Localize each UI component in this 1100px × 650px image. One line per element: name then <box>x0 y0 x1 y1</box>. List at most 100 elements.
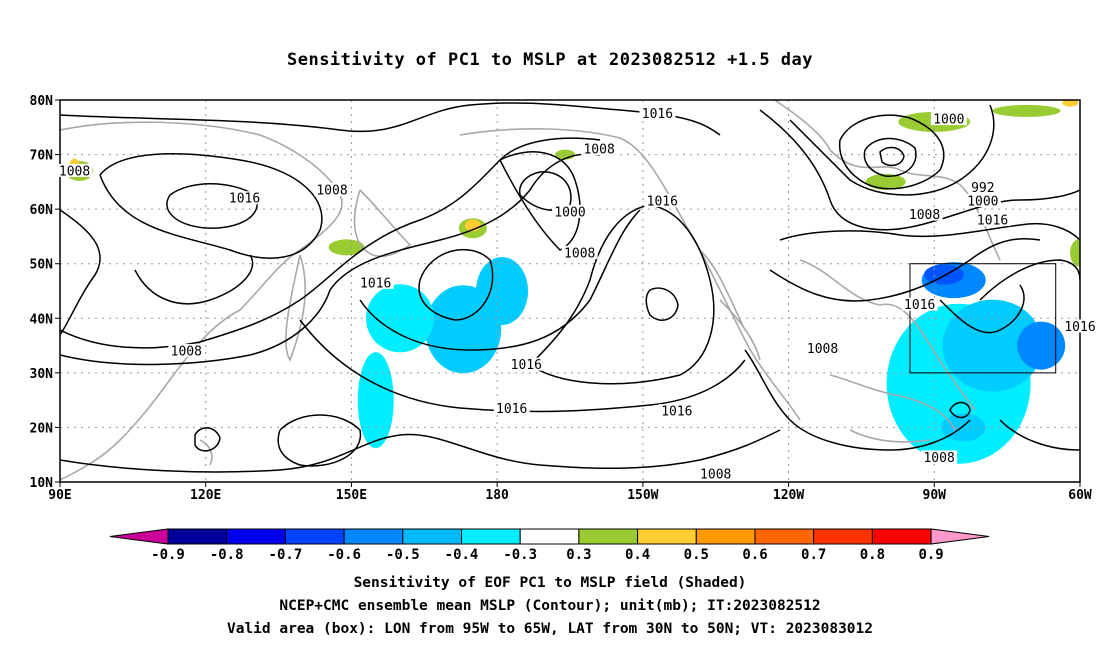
contour-label-bg <box>168 344 205 358</box>
contour-label-bg <box>226 191 263 205</box>
contour-label-bg <box>658 404 695 418</box>
contour-label: 1008 <box>909 208 940 223</box>
longitude-labels: 90E 120E 150E 180 150W 120W 90W 60W <box>48 488 1092 503</box>
caption-line-1: Sensitivity of EOF PC1 to MSLP field (Sh… <box>353 575 747 591</box>
latitude-labels: 80N 70N 60N 50N 40N 30N 20N 10N <box>30 94 54 491</box>
contour-label-bg <box>581 142 618 156</box>
colorbar-segment <box>167 528 228 545</box>
colorbar-segment <box>461 528 521 545</box>
contour-label-bg <box>552 204 588 218</box>
plot-frame <box>59 99 1081 483</box>
coastlines <box>60 100 1001 481</box>
lat-label: 60N <box>30 203 54 218</box>
contour-label-bg <box>508 357 545 371</box>
lon-label: 90E <box>48 488 71 503</box>
colorbar-right-arrow <box>930 528 990 545</box>
contour-label: 1008 <box>316 184 347 199</box>
colorbar-label: -0.8 <box>210 547 244 563</box>
contour-label-bg <box>964 193 1001 207</box>
colorbar-left-arrow <box>109 528 169 545</box>
shading-patch-20 <box>1062 100 1079 107</box>
shading-patch-2 <box>476 257 528 325</box>
colorbar-segment <box>871 528 932 545</box>
colorbar-label: 0.5 <box>684 547 709 563</box>
shading-patch-8 <box>1017 321 1066 370</box>
page-title: Sensitivity of PC1 to MSLP at 2023082512… <box>286 50 813 70</box>
shading-patch-16 <box>1070 238 1080 267</box>
contour-label-bg <box>930 112 967 126</box>
colorbar-label: -0.5 <box>386 547 420 563</box>
contour-label-bg <box>697 466 734 480</box>
contour-label: 1008 <box>583 143 614 158</box>
lat-label: 70N <box>30 149 54 164</box>
lat-lon-gridlines <box>60 100 1081 482</box>
colorbar-label: -0.3 <box>503 547 537 563</box>
contour-label-bg <box>968 180 997 194</box>
colorbar-label: -0.6 <box>327 547 361 563</box>
contour-label-bg <box>314 183 350 197</box>
contour-label: 1016 <box>496 402 527 417</box>
shading-patch-5 <box>942 299 1043 392</box>
colorbar-label: 0.8 <box>860 547 885 563</box>
contour-label: 1008 <box>923 451 954 466</box>
contour-label-bg <box>56 163 93 177</box>
contour-label: 1000 <box>554 205 585 220</box>
contour-label: 1008 <box>59 164 90 179</box>
contour-label: 1016 <box>647 194 678 209</box>
contour-label-bg <box>974 213 1011 227</box>
colorbar-label: 0.3 <box>566 547 591 563</box>
lat-label: 80N <box>30 94 54 109</box>
colorbar-segment <box>813 528 873 545</box>
colorbar-label: 0.9 <box>918 547 943 563</box>
colorbar-label: -0.9 <box>151 547 185 563</box>
colorbar-segment <box>695 528 756 545</box>
colorbar-segment <box>284 528 345 545</box>
colorbar-label: 0.4 <box>625 547 650 563</box>
colorbar-segment <box>754 528 815 545</box>
contour-label: 1016 <box>360 276 391 291</box>
lon-label: 150E <box>336 488 367 503</box>
lon-label: 60W <box>1068 488 1092 503</box>
contour-label-bg <box>561 245 598 259</box>
contour-label-bg <box>1062 319 1098 333</box>
contour-label: 1016 <box>511 358 542 373</box>
contour-label: 1016 <box>642 107 673 122</box>
contour-label: 1008 <box>807 342 838 357</box>
mslp-contours <box>60 102 1080 473</box>
valid-area-box <box>909 263 1057 374</box>
lat-label: 30N <box>30 367 54 382</box>
contour-label: 1016 <box>977 214 1008 229</box>
lat-label: 20N <box>30 421 54 436</box>
shading-patch-15 <box>328 239 365 256</box>
contour-label-bg <box>901 297 938 311</box>
colorbar-label: -0.4 <box>445 547 479 563</box>
contour-label: 1016 <box>1064 320 1095 335</box>
colorbar-segment <box>402 528 462 545</box>
sensitivity-shading <box>65 100 1080 464</box>
contour-label-bg <box>921 450 958 464</box>
axis-ticks <box>55 99 1081 487</box>
caption-line-2: NCEP+CMC ensemble mean MSLP (Contour); u… <box>279 598 821 614</box>
lon-label: 90W <box>923 488 947 503</box>
lon-label: 150W <box>627 488 658 503</box>
lon-label: 180 <box>485 488 509 503</box>
colorbar-segment <box>578 528 639 545</box>
contour-label: 1016 <box>229 192 260 207</box>
contour-label: 1000 <box>967 194 998 209</box>
colorbar-label: 0.6 <box>742 547 767 563</box>
colorbar-labels: -0.9 -0.8 -0.7 -0.6 -0.5 -0.4 -0.3 0.3 0.4 0.5 0.6… <box>151 547 944 563</box>
contour-label: 1000 <box>933 113 964 128</box>
lat-label: 40N <box>30 312 54 327</box>
lon-label: 120W <box>773 488 804 503</box>
contour-label-bg <box>357 275 394 289</box>
colorbar <box>109 528 990 545</box>
colorbar-segment <box>637 528 697 545</box>
colorbar-segment <box>343 528 404 545</box>
caption-line-3: Valid area (box): LON from 95W to 65W, L… <box>226 621 873 637</box>
lat-label: 10N <box>30 476 54 491</box>
lon-label: 120E <box>190 488 221 503</box>
contour-label: 1008 <box>564 246 595 261</box>
colorbar-label: 0.7 <box>801 547 826 563</box>
shading-patch-3 <box>357 352 394 449</box>
